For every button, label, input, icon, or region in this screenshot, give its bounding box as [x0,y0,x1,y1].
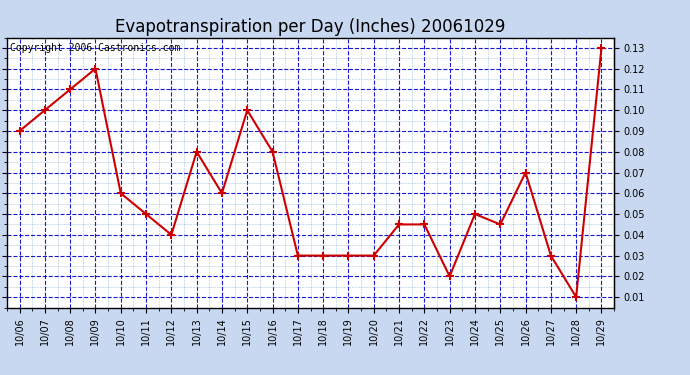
Text: Copyright 2006 Castronics.com: Copyright 2006 Castronics.com [10,43,180,53]
Title: Evapotranspiration per Day (Inches) 20061029: Evapotranspiration per Day (Inches) 2006… [115,18,506,36]
